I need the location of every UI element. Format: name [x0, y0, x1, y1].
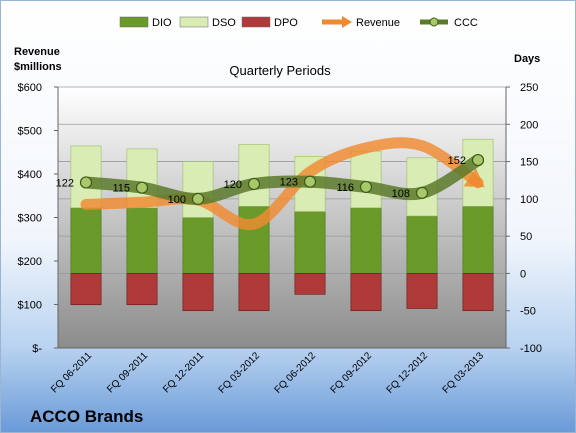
legend-ccc-marker: [429, 17, 439, 27]
dio-bar: [350, 207, 382, 274]
lines: 122 115 100 120 123 116 108 152: [56, 137, 485, 231]
dio-bar: [70, 207, 102, 274]
company-name: ACCO Brands: [30, 407, 143, 426]
legend-label: CCC: [454, 17, 478, 29]
dpo-bar: [350, 273, 382, 312]
ccc-marker: [79, 176, 93, 189]
right-tick-label: 0: [520, 268, 526, 280]
dso-bar: [238, 144, 270, 207]
legend-dpo-swatch: [241, 16, 271, 28]
dio-bar: [294, 211, 326, 274]
legend-label: DIO: [152, 17, 172, 29]
dpo-bar: [70, 273, 102, 306]
right-tick-label: 100: [520, 194, 538, 206]
legend-label: DSO: [212, 17, 236, 29]
left-tick-label: $-: [32, 343, 42, 355]
left-axis-label-line2: $millions: [14, 61, 62, 73]
dpo-bar: [406, 273, 438, 309]
right-tick-label: 150: [520, 157, 538, 169]
ccc-data-label: 116: [336, 182, 354, 194]
ccc-data-label: 108: [392, 188, 410, 200]
ccc-marker: [415, 186, 429, 199]
left-tick-label: $300: [18, 213, 42, 225]
dso-bar: [350, 150, 382, 209]
dpo-bar: [238, 273, 270, 312]
legend-label: Revenue: [356, 17, 400, 29]
chart-title: Quarterly Periods: [229, 63, 331, 78]
bars: [70, 138, 494, 312]
ccc-marker: [359, 180, 373, 194]
left-tick-label: $200: [18, 256, 42, 268]
left-axis-label-line1: Revenue: [14, 46, 60, 58]
dso-bar: [462, 138, 494, 207]
ccc-marker: [135, 181, 149, 194]
ccc-marker: [191, 192, 205, 205]
dpo-bar: [462, 273, 494, 312]
dio-bar: [182, 217, 214, 274]
dpo-bar: [294, 273, 326, 295]
legend-revenue-arrow: [342, 16, 352, 28]
right-tick-label: -50: [520, 306, 536, 318]
dpo-bar: [182, 273, 214, 312]
dio-bar: [406, 215, 438, 274]
ccc-data-label: 152: [448, 155, 466, 167]
left-tick-label: $100: [18, 300, 42, 312]
right-tick-label: 50: [520, 231, 532, 243]
ccc-data-label: 123: [280, 177, 298, 189]
dio-bar: [126, 207, 158, 274]
ccc-data-label: 115: [112, 183, 130, 195]
ccc-marker: [247, 177, 261, 191]
plot-area: [58, 87, 506, 348]
ccc-data-label: 120: [224, 179, 242, 191]
ccc-marker: [471, 153, 485, 167]
revenue-line: [80, 137, 484, 231]
legend-dio-swatch: [119, 16, 149, 28]
left-tick-label: $600: [18, 82, 42, 94]
legend-dso-swatch: [179, 16, 209, 28]
dpo-bar: [126, 273, 158, 306]
legend-label: DPO: [274, 17, 298, 29]
right-tick-label: -100: [520, 343, 542, 355]
left-tick-label: $400: [18, 169, 42, 181]
ccc-data-label: 122: [56, 177, 74, 189]
revenue-arrowhead: [463, 168, 485, 188]
right-axis-label: Days: [514, 53, 540, 65]
left-tick-label: $500: [18, 126, 42, 138]
ccc-data-label: 100: [168, 194, 186, 206]
right-tick-label: 200: [520, 119, 538, 131]
right-tick-label: 250: [520, 82, 538, 94]
ccc-marker: [303, 175, 317, 188]
legend: DIO DSO DPO Revenue CCC: [119, 16, 478, 29]
dio-bar: [462, 206, 494, 274]
